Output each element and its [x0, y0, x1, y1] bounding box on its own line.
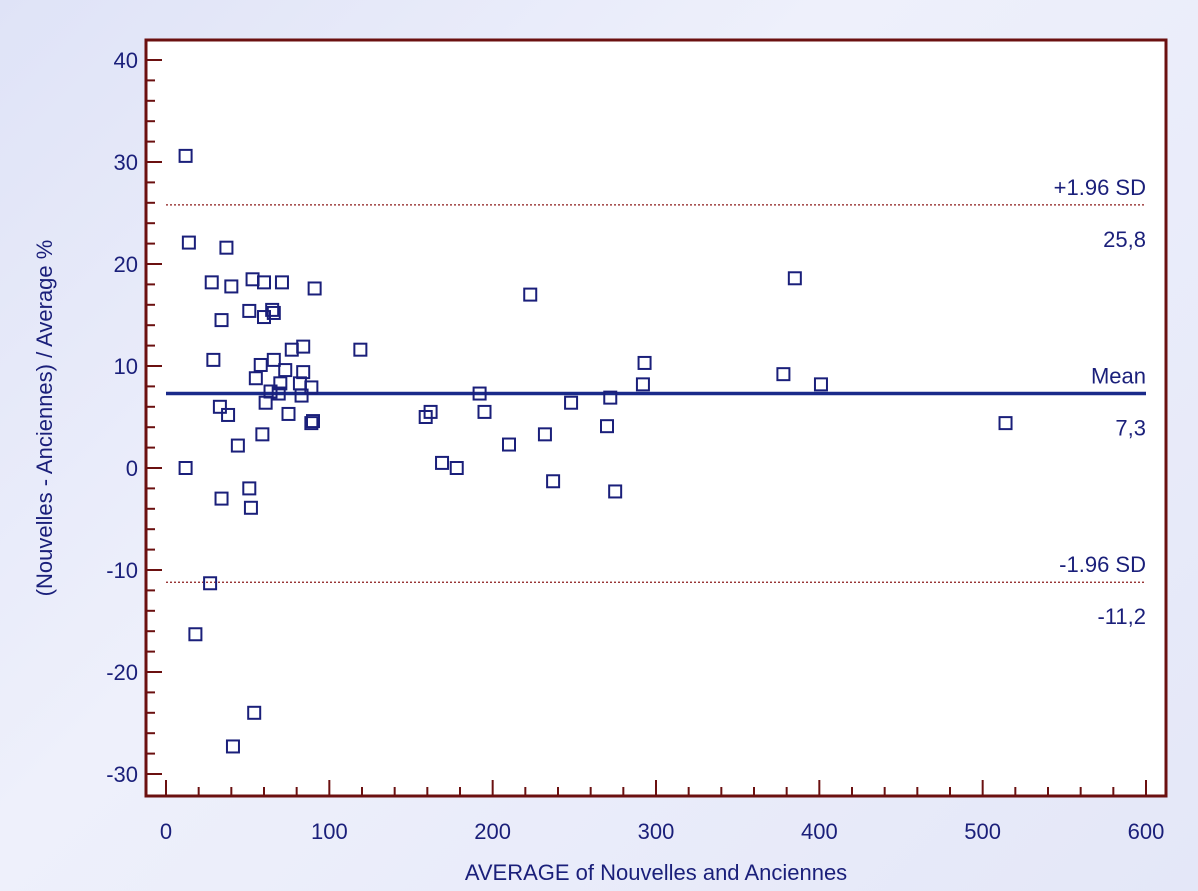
data-point: [178, 461, 193, 475]
data-point: [304, 380, 319, 395]
data-point: [274, 275, 289, 290]
data-point: [296, 339, 311, 354]
data-point: [637, 355, 652, 370]
lower-line-label: -1.96 SD: [1059, 552, 1146, 577]
y-axis: -30 -20 -10 0 10 20 30 40: [106, 48, 162, 787]
data-point: [271, 386, 286, 401]
data-point: [603, 390, 618, 405]
data-point: [294, 388, 309, 403]
data-point: [813, 377, 828, 392]
data-point: [307, 281, 322, 296]
data-point: [248, 371, 263, 386]
upper-line-value: 25,8: [1103, 227, 1146, 252]
data-point: [353, 342, 368, 357]
data-point: [477, 404, 492, 419]
data-point: [253, 357, 268, 372]
data-point: [306, 414, 320, 429]
y-tick-label: 10: [114, 354, 138, 379]
data-point: [178, 148, 193, 163]
data-point: [263, 384, 278, 399]
data-point: [304, 416, 319, 431]
data-point: [242, 481, 257, 496]
y-tick-label: 30: [114, 150, 138, 175]
upper-line-label: +1.96 SD: [1054, 175, 1146, 200]
x-tick-label: 500: [964, 819, 1001, 844]
y-axis-title: (Nouvelles - Anciennes) / Average %: [32, 240, 57, 597]
x-tick-label: 100: [311, 819, 348, 844]
data-point: [204, 275, 219, 290]
y-tick-label: -30: [106, 762, 138, 787]
data-point: [502, 437, 516, 452]
data-point: [257, 310, 271, 325]
data-point: [546, 474, 561, 489]
data-point: [635, 377, 650, 392]
y-tick-label: 0: [126, 456, 138, 481]
data-point: [564, 395, 579, 410]
data-point: [243, 500, 258, 515]
x-tick-label: 200: [474, 819, 511, 844]
data-point: [608, 484, 623, 499]
data-point: [273, 376, 288, 391]
data-point: [266, 305, 281, 320]
data-point: [214, 313, 229, 328]
y-tick-label: -20: [106, 660, 138, 685]
data-point: [255, 427, 270, 442]
data-point: [221, 407, 236, 422]
data-point: [296, 365, 311, 380]
x-tick-label: 0: [160, 819, 172, 844]
data-point: [423, 404, 438, 419]
mean-line-value: 7,3: [1115, 416, 1146, 441]
y-tick-label: 40: [114, 48, 138, 73]
data-point: [472, 386, 487, 401]
data-point: [787, 271, 802, 286]
data-point: [242, 303, 257, 318]
data-point: [247, 705, 262, 720]
data-point: [435, 455, 450, 470]
y-tick-label: 20: [114, 252, 138, 277]
data-point: [266, 352, 281, 367]
data-point: [257, 275, 271, 290]
data-point: [219, 240, 234, 255]
data-point: [776, 367, 791, 382]
data-point: [188, 627, 203, 642]
x-axis-title: AVERAGE of Nouvelles and Anciennes: [465, 860, 847, 885]
data-point: [537, 427, 552, 442]
data-point: [224, 279, 239, 294]
reference-lines: +1.96 SD 25,8 Mean 7,3 -1.96 SD -11,2: [166, 175, 1146, 629]
plot-frame: [144, 38, 1168, 798]
data-point: [600, 419, 614, 434]
data-point: [281, 406, 296, 421]
data-point: [230, 438, 245, 453]
x-axis: 0 100 200 300 400 500 600: [160, 780, 1164, 844]
data-point: [212, 399, 227, 414]
data-point: [449, 461, 464, 475]
x-tick-label: 600: [1128, 819, 1165, 844]
data-point: [214, 491, 229, 506]
data-point: [181, 235, 196, 250]
y-tick-label: -10: [106, 558, 138, 583]
data-point: [206, 352, 221, 367]
data-point: [265, 302, 280, 317]
mean-line-label: Mean: [1091, 364, 1146, 389]
data-points: [178, 148, 1013, 754]
lower-line-value: -11,2: [1097, 604, 1146, 629]
data-point: [203, 576, 218, 591]
data-point: [225, 739, 240, 754]
data-point: [278, 363, 293, 378]
data-point: [998, 416, 1013, 431]
x-tick-label: 400: [801, 819, 838, 844]
data-point: [523, 287, 538, 302]
x-tick-label: 300: [638, 819, 675, 844]
